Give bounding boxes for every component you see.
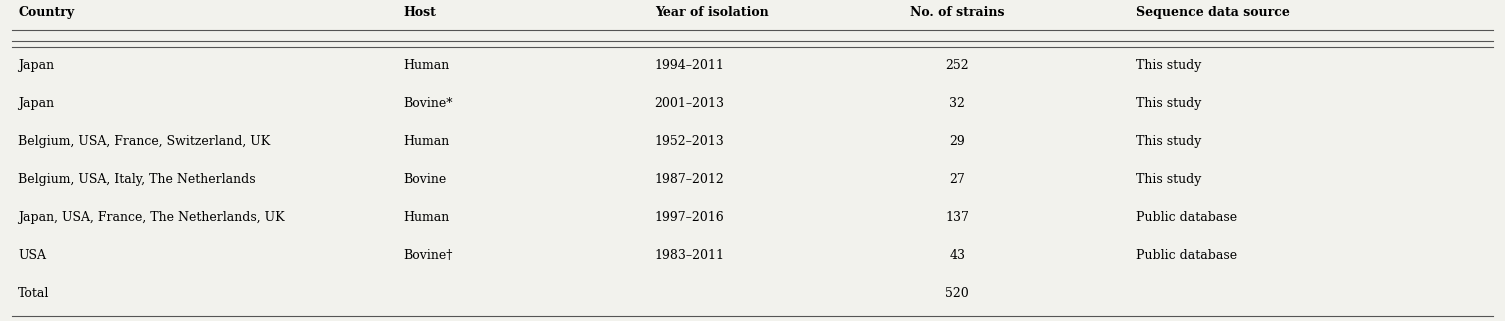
Text: 1997–2016: 1997–2016 <box>655 211 724 224</box>
Text: Japan: Japan <box>18 59 54 72</box>
Text: Bovine†: Bovine† <box>403 249 453 262</box>
Text: 137: 137 <box>945 211 969 224</box>
Text: No. of strains: No. of strains <box>911 6 1004 19</box>
Text: Human: Human <box>403 59 450 72</box>
Text: USA: USA <box>18 249 47 262</box>
Text: Year of isolation: Year of isolation <box>655 6 769 19</box>
Text: This study: This study <box>1136 59 1201 72</box>
Text: Japan, USA, France, The Netherlands, UK: Japan, USA, France, The Netherlands, UK <box>18 211 284 224</box>
Text: Bovine: Bovine <box>403 173 447 186</box>
Text: 29: 29 <box>950 135 965 148</box>
Text: Belgium, USA, France, Switzerland, UK: Belgium, USA, France, Switzerland, UK <box>18 135 271 148</box>
Text: Japan: Japan <box>18 97 54 110</box>
Text: 43: 43 <box>950 249 965 262</box>
Text: 520: 520 <box>945 287 969 299</box>
Text: 1983–2011: 1983–2011 <box>655 249 725 262</box>
Text: 27: 27 <box>950 173 965 186</box>
Text: Country: Country <box>18 6 74 19</box>
Text: 1987–2012: 1987–2012 <box>655 173 724 186</box>
Text: Public database: Public database <box>1136 249 1237 262</box>
Text: Total: Total <box>18 287 50 299</box>
Text: This study: This study <box>1136 173 1201 186</box>
Text: This study: This study <box>1136 135 1201 148</box>
Text: 1994–2011: 1994–2011 <box>655 59 724 72</box>
Text: Sequence data source: Sequence data source <box>1136 6 1290 19</box>
Text: 1952–2013: 1952–2013 <box>655 135 724 148</box>
Text: Bovine*: Bovine* <box>403 97 453 110</box>
Text: Human: Human <box>403 135 450 148</box>
Text: This study: This study <box>1136 97 1201 110</box>
Text: 252: 252 <box>945 59 969 72</box>
Text: Human: Human <box>403 211 450 224</box>
Text: 32: 32 <box>950 97 965 110</box>
Text: Public database: Public database <box>1136 211 1237 224</box>
Text: Host: Host <box>403 6 436 19</box>
Text: 2001–2013: 2001–2013 <box>655 97 725 110</box>
Text: Belgium, USA, Italy, The Netherlands: Belgium, USA, Italy, The Netherlands <box>18 173 256 186</box>
